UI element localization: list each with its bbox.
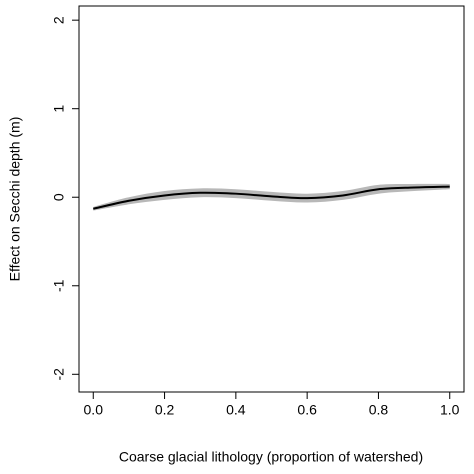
y-tick-label: -2: [51, 368, 67, 381]
smooth-line: [93, 185, 450, 210]
y-tick-label: 0: [51, 193, 67, 201]
y-tick-label: 1: [51, 105, 67, 113]
x-tick-label: 0.6: [297, 402, 317, 418]
y-tick-label: -1: [51, 279, 67, 292]
y-tick-label: 2: [51, 16, 67, 24]
x-tick-label: 1.0: [440, 402, 460, 418]
x-tick-label: 0.8: [369, 402, 389, 418]
y-axis-label: Effect on Secchi depth (m): [7, 117, 23, 282]
x-tick-label: 0.2: [155, 402, 175, 418]
x-tick-label: 0.4: [226, 402, 246, 418]
x-axis-label: Coarse glacial lithology (proportion of …: [119, 449, 423, 465]
x-tick-label: 0.0: [84, 402, 104, 418]
